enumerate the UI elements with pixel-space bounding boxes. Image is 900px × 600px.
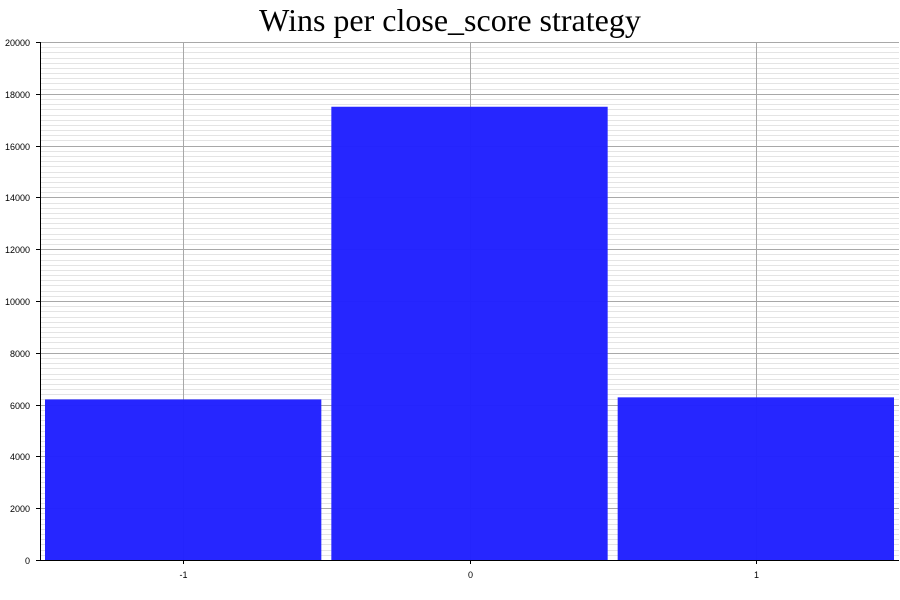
bar--1 (45, 399, 322, 560)
x-tick-label: 0 (468, 570, 473, 580)
y-tick-label: 16000 (5, 142, 30, 152)
bar-0 (331, 106, 608, 560)
y-tick-label: 10000 (5, 297, 30, 307)
y-tick-label: 12000 (5, 245, 30, 255)
x-tick-label: 1 (754, 570, 759, 580)
y-tick-label: 14000 (5, 193, 30, 203)
y-tick-label: 8000 (10, 349, 30, 359)
y-tick-label: 0 (25, 556, 30, 566)
y-tick-label: 4000 (10, 452, 30, 462)
y-tick-label: 18000 (5, 90, 30, 100)
y-tick-label: 20000 (5, 38, 30, 48)
y-tick-label: 2000 (10, 504, 30, 514)
y-tick-label: 6000 (10, 401, 30, 411)
bar-1 (617, 397, 894, 560)
x-tick-label: -1 (179, 570, 187, 580)
chart-title: Wins per close_score strategy (259, 2, 641, 38)
